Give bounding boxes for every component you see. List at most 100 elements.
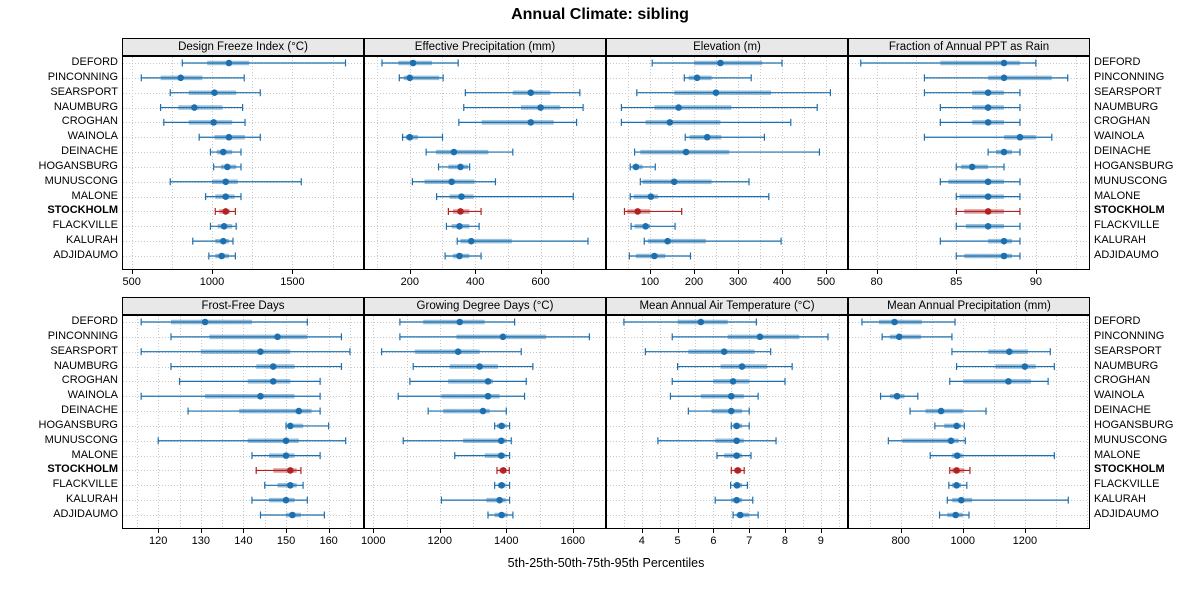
percentile-row-croghan <box>163 118 246 126</box>
percentile-row-adjidaumo <box>955 252 1021 260</box>
tick-label: 200 <box>684 276 704 288</box>
site-label-right-naumburg: NAUMBURG <box>1094 359 1159 372</box>
percentile-row-kalurah <box>456 237 589 245</box>
percentile-row-flackville <box>948 481 968 489</box>
site-label-right-adjidaumo: ADJIDAUMO <box>1094 249 1159 261</box>
site-label-left-deinache: DEINACHE <box>61 145 118 158</box>
panel-strip-frost-free-days: Frost-Free Days <box>122 297 364 315</box>
chart-title: Annual Climate: sibling <box>511 6 689 23</box>
tick-label: 6 <box>710 535 717 547</box>
percentile-row-naumburg <box>412 363 534 371</box>
tick-label: 500 <box>816 276 836 288</box>
tick-label: 120 <box>149 535 168 547</box>
site-label-left-flackville: FLACKVILLE <box>52 478 118 491</box>
site-label-right-searsport: SEARSPORT <box>1094 85 1162 98</box>
axis-tick <box>541 270 542 274</box>
site-label-left-naumburg: NAUMBURG <box>53 100 118 113</box>
percentile-row-flackville <box>445 222 480 230</box>
axis-tick <box>749 529 750 533</box>
percentile-row-deford <box>181 59 347 67</box>
site-label-left-munuscong: MUNUSCONG <box>44 433 118 446</box>
site-label-right-flackville: FLACKVILLE <box>1094 478 1160 491</box>
percentile-row-searsport <box>140 348 351 356</box>
percentile-row-hogansburg <box>437 163 471 171</box>
percentile-row-flackville <box>209 222 237 230</box>
tick-label: 140 <box>234 535 253 547</box>
percentile-row-croghan <box>620 118 792 126</box>
percentile-row-searsport <box>381 348 522 356</box>
percentile-row-hogansburg <box>955 163 1005 171</box>
panel-strip-design-freeze-index-c: Design Freeze Index (°C) <box>122 38 364 56</box>
percentile-row-stockholm <box>955 207 1021 215</box>
axis-tick <box>506 529 507 533</box>
percentile-row-hogansburg <box>629 163 656 171</box>
axis-tick <box>292 270 293 274</box>
axis-tick <box>440 529 441 533</box>
percentile-row-adjidaumo <box>487 511 514 519</box>
site-label-right-pinconning: PINCONNING <box>1094 70 1165 83</box>
percentile-row-wainola <box>879 392 919 400</box>
percentile-row-pinconning <box>399 333 590 341</box>
tick-label: 1200 <box>427 535 453 547</box>
axis-tick <box>713 529 714 533</box>
panel-strip-elevation-m: Elevation (m) <box>606 38 848 56</box>
tick-label: 800 <box>891 535 910 547</box>
tick-label: 8 <box>781 535 789 547</box>
percentile-row-pinconning <box>881 333 953 341</box>
site-label-right-croghan: CROGHAN <box>1094 374 1151 387</box>
percentile-row-malone <box>629 193 770 201</box>
axis-tick <box>642 529 643 533</box>
percentile-row-naumburg <box>939 104 1021 112</box>
percentile-row-adjidaumo <box>208 252 236 260</box>
site-label-right-kalurah: KALURAH <box>1094 234 1146 247</box>
percentile-row-munuscong <box>939 178 1021 186</box>
panel-growing-degree-days-c <box>364 315 606 529</box>
site-label-left-adjidaumo: ADJIDAUMO <box>53 508 118 520</box>
percentile-row-malone <box>929 452 1055 460</box>
site-label-right-malone: MALONE <box>1094 448 1141 461</box>
tick-label: 90 <box>1029 276 1042 288</box>
x-axis-caption: 5th-25th-50th-75th-95th Percentiles <box>507 556 705 570</box>
axis-tick <box>212 270 213 274</box>
site-label-left-kalurah: KALURAH <box>66 493 118 506</box>
tick-label: 80 <box>870 276 883 288</box>
site-label-right-croghan: CROGHAN <box>1094 115 1151 128</box>
percentile-row-naumburg <box>620 104 818 112</box>
axis-tick <box>738 270 739 274</box>
axis-tick <box>1025 529 1026 533</box>
site-label-left-croghan: CROGHAN <box>61 115 118 128</box>
percentile-row-croghan <box>409 377 527 385</box>
axis-tick <box>573 529 574 533</box>
percentile-row-naumburg <box>170 363 343 371</box>
percentile-row-hogansburg <box>213 163 242 171</box>
percentile-row-malone <box>454 452 511 460</box>
axis-tick <box>475 270 476 274</box>
site-label-right-malone: MALONE <box>1094 189 1141 202</box>
axis-tick <box>963 529 964 533</box>
site-label-left-wainola: WAINOLA <box>67 130 118 143</box>
percentile-row-deford <box>140 318 308 326</box>
axis-tick <box>410 270 411 274</box>
percentile-row-hogansburg <box>285 422 330 430</box>
percentile-row-malone <box>251 452 321 460</box>
panel-elevation-m <box>606 56 848 270</box>
percentile-row-searsport <box>636 89 831 97</box>
site-label-left-naumburg: NAUMBURG <box>53 359 118 372</box>
axis-tick <box>286 529 287 533</box>
percentile-row-flackville <box>494 481 511 489</box>
percentile-row-deinache <box>987 148 1021 156</box>
axis-tick <box>678 529 679 533</box>
axis-tick <box>201 529 202 533</box>
site-label-right-deinache: DEINACHE <box>1094 404 1151 417</box>
site-label-right-hogansburg: HOGANSBURG <box>1094 418 1174 431</box>
site-label-left-malone: MALONE <box>71 448 118 461</box>
site-label-right-stockholm: STOCKHOLM <box>1094 463 1165 476</box>
percentile-row-deford <box>623 318 757 326</box>
site-label-right-munuscong: MUNUSCONG <box>1094 174 1168 187</box>
site-label-left-malone: MALONE <box>71 189 118 202</box>
tick-label: 9 <box>817 535 824 547</box>
panel-strip-effective-precipitation-mm: Effective Precipitation (mm) <box>364 38 606 56</box>
site-label-left-deford: DEFORD <box>71 56 118 68</box>
percentile-row-searsport <box>644 348 772 356</box>
tick-label: 7 <box>746 535 753 547</box>
